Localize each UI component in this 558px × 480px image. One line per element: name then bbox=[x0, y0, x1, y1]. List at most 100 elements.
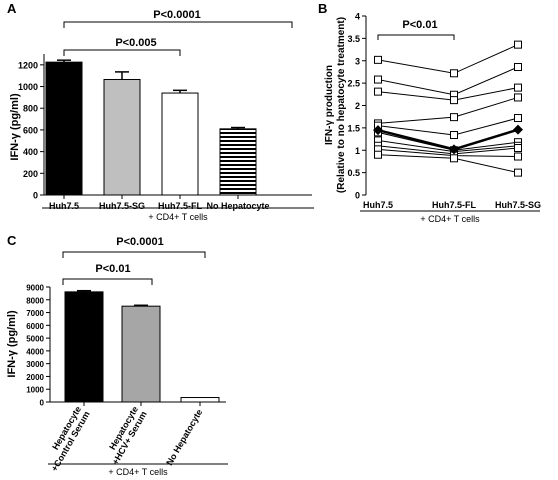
panel-a: P<0.0001 P<0.005 IFN-γ (pg/ml) 0 200 400 60… bbox=[9, 9, 314, 222]
y-tick-label: 2 bbox=[355, 101, 360, 111]
panel-a-annotation-0: P<0.0001 bbox=[153, 9, 200, 21]
panel-c-annotation-0: P<0.0001 bbox=[116, 236, 163, 248]
panel-a-y-ticks: 0 200 400 600 800 1000 1200 bbox=[18, 60, 44, 201]
y-tick-label: 1 bbox=[355, 146, 360, 156]
y-tick-label: 400 bbox=[23, 147, 38, 157]
panel-a-group-label: + CD4+ T cells bbox=[148, 212, 208, 222]
panel-b-bracket-0 bbox=[377, 34, 455, 40]
panel-c-bracket-1 bbox=[62, 278, 153, 285]
panel-a-bracket-0 bbox=[63, 21, 293, 28]
y-tick-label: 1000 bbox=[18, 82, 38, 92]
x-tick-label: Huh7.5-SG bbox=[495, 200, 541, 210]
panel-b-group-label: + CD4+ T cells bbox=[420, 214, 480, 224]
series-line bbox=[377, 96, 519, 124]
panel-letter-c: C bbox=[7, 233, 17, 248]
panel-b-y-ticks: 0 0.5 1 1.5 2 2.5 3 3.5 4 bbox=[347, 12, 366, 201]
data-point bbox=[514, 152, 522, 161]
x-tick-label: Hepatocyte+Control Serum bbox=[41, 405, 92, 474]
y-tick-label: 4 bbox=[355, 12, 360, 22]
y-tick-label: 1.5 bbox=[347, 123, 360, 133]
series-line bbox=[377, 117, 519, 136]
panel-c-bracket-0 bbox=[62, 251, 206, 258]
x-tick-label: Huh7.5 bbox=[363, 200, 393, 210]
series-line bbox=[377, 66, 519, 96]
data-point bbox=[514, 114, 522, 123]
series-line bbox=[377, 154, 519, 174]
mean-point bbox=[449, 144, 459, 155]
x-tick-label: Hepatocyte+HCV+ Serum bbox=[101, 405, 148, 467]
y-tick-label: 2.5 bbox=[347, 79, 360, 89]
bar bbox=[121, 305, 161, 403]
bar bbox=[161, 92, 199, 196]
panel-letter-a: A bbox=[7, 1, 17, 16]
series-line bbox=[377, 44, 519, 74]
x-tick-label: No Hepatocyte bbox=[164, 408, 204, 468]
y-tick-label: 800 bbox=[23, 104, 38, 114]
y-tick-label: 7000 bbox=[26, 309, 44, 318]
panel-b: IFN-γ production (Relative to no hepatoc… bbox=[324, 12, 541, 225]
y-tick-label: 0 bbox=[33, 191, 38, 201]
panel-c-bars bbox=[64, 289, 220, 403]
x-tick-label: No Hepatocyte bbox=[206, 201, 269, 211]
panel-a-bars bbox=[45, 59, 257, 196]
data-point bbox=[374, 75, 382, 84]
data-point bbox=[514, 40, 522, 49]
bar bbox=[180, 397, 220, 403]
panel-b-y-axis-label-line1: IFN-γ production bbox=[324, 65, 335, 145]
panel-a-bracket-1 bbox=[63, 49, 181, 56]
y-tick-label: 600 bbox=[23, 125, 38, 135]
y-tick-label: 1200 bbox=[18, 60, 38, 70]
panel-c-group-label: + CD4+ T cells bbox=[108, 467, 168, 477]
y-tick-label: 200 bbox=[23, 169, 38, 179]
bar bbox=[64, 291, 104, 403]
data-point bbox=[450, 113, 458, 122]
panel-a-annotation-1: P<0.005 bbox=[115, 37, 156, 49]
y-tick-label: 0 bbox=[355, 191, 360, 201]
data-point bbox=[514, 83, 522, 92]
bar bbox=[219, 128, 257, 196]
x-tick-label: Huh7.5-FL bbox=[432, 200, 477, 210]
x-tick-label: Huh7.5-FL bbox=[158, 201, 203, 211]
panel-c: P<0.0001 P<0.01 IFN-γ (pg/ml) 0 1000 2000 3… bbox=[6, 236, 228, 477]
panel-b-annotation-0: P<0.01 bbox=[402, 19, 437, 31]
mean-point bbox=[373, 125, 383, 136]
panel-letter-b: B bbox=[318, 1, 327, 16]
y-tick-label: 6000 bbox=[26, 322, 44, 331]
panel-c-annotation-1: P<0.01 bbox=[95, 263, 130, 275]
y-tick-label: 1000 bbox=[26, 386, 44, 395]
x-tick-label: Huh7.5-SG bbox=[99, 201, 145, 211]
data-point bbox=[450, 69, 458, 78]
x-tick-label: Huh7.5 bbox=[49, 201, 79, 211]
mean-point bbox=[513, 124, 523, 135]
data-point bbox=[514, 93, 522, 102]
mean-series-line bbox=[377, 128, 519, 151]
bar bbox=[103, 78, 141, 196]
y-tick-label: 5000 bbox=[26, 335, 44, 344]
data-point bbox=[374, 55, 382, 64]
y-tick-label: 4000 bbox=[26, 347, 44, 356]
y-tick-label: 3.5 bbox=[347, 34, 360, 44]
y-tick-label: 2000 bbox=[26, 373, 44, 382]
panel-c-y-ticks: 0 1000 2000 3000 4000 5000 6000 7000 8000 9000 bbox=[26, 284, 50, 408]
panel-a-x-labels: Huh7.5 Huh7.5-SG Huh7.5-FL No Hepatocyte bbox=[49, 195, 270, 211]
y-tick-label: 0 bbox=[40, 399, 45, 408]
panel-b-series bbox=[373, 40, 523, 177]
data-point bbox=[450, 96, 458, 105]
panel-c-y-axis-label: IFN-γ (pg/ml) bbox=[6, 310, 18, 378]
data-point bbox=[450, 131, 458, 140]
y-tick-label: 9000 bbox=[26, 284, 44, 293]
y-tick-label: 0.5 bbox=[347, 168, 360, 178]
panel-a-y-axis-label: IFN-γ (pg/ml) bbox=[9, 93, 21, 161]
panel-b-y-axis-label-line2: (Relative to no hepatocyte treatment) bbox=[336, 17, 347, 193]
x-tick-label-line: No Hepatocyte bbox=[164, 408, 204, 468]
data-point bbox=[374, 87, 382, 96]
data-point bbox=[514, 168, 522, 177]
panel-c-x-labels: Hepatocyte+Control Serum Hepatocyte+HCV+ … bbox=[41, 402, 204, 474]
data-point bbox=[374, 150, 382, 159]
panel-b-x-labels: Huh7.5 Huh7.5-FL Huh7.5-SG bbox=[363, 200, 541, 210]
data-point bbox=[514, 144, 522, 153]
y-tick-label: 3 bbox=[355, 56, 360, 66]
data-point bbox=[514, 63, 522, 72]
data-point bbox=[450, 154, 458, 163]
